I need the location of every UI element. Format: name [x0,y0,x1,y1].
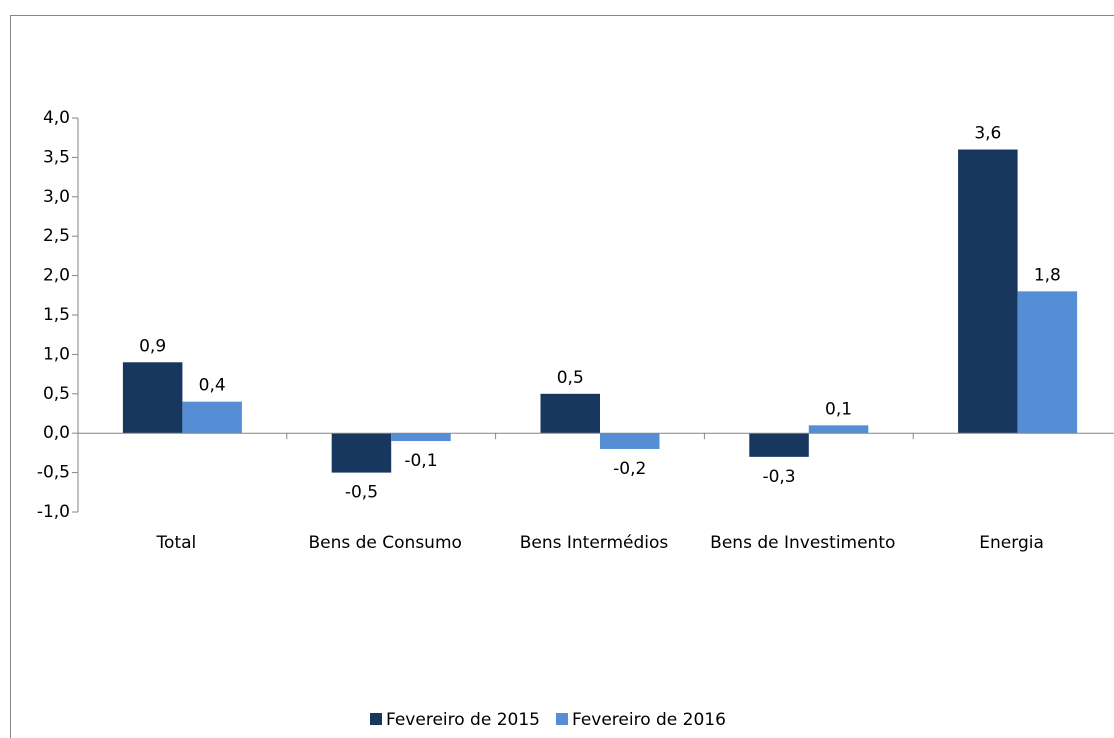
y-tick-label: -1,0 [37,502,70,522]
x-tick-label: Total [156,533,197,553]
y-tick-label: 0,0 [43,423,70,443]
bar [391,433,451,442]
bar [540,393,600,434]
y-tick-label: 0,5 [43,384,70,404]
value-label: -0,2 [613,459,646,479]
value-label: 0,4 [199,376,226,396]
legend-swatch [370,713,382,725]
y-tick-label: 1,0 [43,344,70,364]
y-tick-label: -0,5 [37,463,70,483]
x-tick-label: Bens Intermédios [520,533,669,553]
bar [122,362,183,434]
value-label: 0,1 [825,399,852,419]
bar [808,425,869,434]
value-label: -0,5 [345,483,378,503]
y-tick-label: 4,0 [43,108,70,128]
x-tick-label: Bens de Consumo [308,533,461,553]
bar [1017,291,1078,434]
value-label: -0,3 [762,467,795,487]
y-tick-label: 1,5 [43,305,70,325]
value-label: -0,1 [404,451,437,471]
bar [600,433,660,449]
legend-label: Fevereiro de 2015 [386,710,540,730]
y-tick-label: 3,0 [43,187,70,207]
bar [331,433,392,473]
bar [749,433,809,457]
chart-frame [10,15,1114,738]
legend-swatch [555,713,568,725]
y-tick-label: 3,5 [43,147,70,167]
bar [958,149,1018,434]
value-label: 0,5 [557,368,584,388]
value-label: 0,9 [139,336,166,356]
value-label: 3,6 [974,124,1001,144]
y-tick-label: 2,0 [43,266,70,286]
legend-label: Fevereiro de 2016 [572,710,726,730]
value-label: 1,8 [1034,265,1061,285]
x-tick-label: Energia [979,533,1044,553]
y-tick-label: 2,5 [43,226,70,246]
bar [182,401,242,434]
x-tick-label: Bens de Investimento [710,533,895,553]
